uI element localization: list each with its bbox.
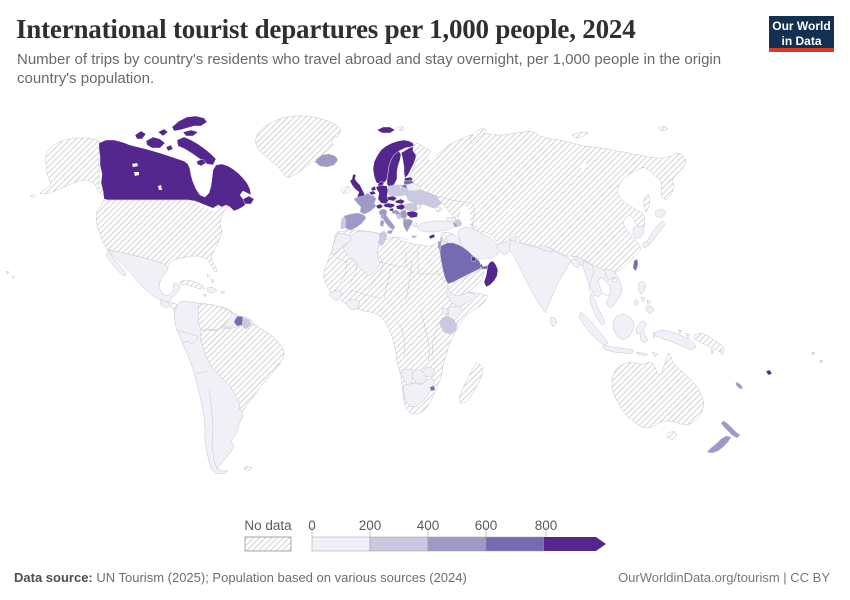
svg-text:200: 200 xyxy=(359,518,382,533)
svg-text:600: 600 xyxy=(475,518,498,533)
svg-text:800: 800 xyxy=(535,518,558,533)
svg-text:0: 0 xyxy=(308,518,316,533)
svg-text:400: 400 xyxy=(417,518,440,533)
svg-text:No data: No data xyxy=(244,518,292,533)
